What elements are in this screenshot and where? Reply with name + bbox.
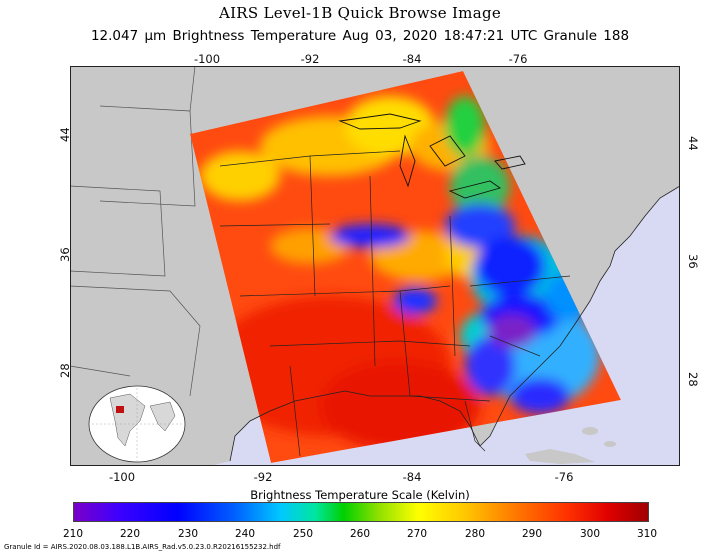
colorbar-tick: 230 <box>177 528 199 540</box>
image-subtitle: 12.047 μm Brightness Temperature Aug 03,… <box>90 28 630 44</box>
political-boundaries <box>219 150 571 457</box>
great-lakes <box>338 113 526 199</box>
colorbar-tick: 300 <box>579 528 601 540</box>
right-lat-tick: 36 <box>686 254 700 269</box>
airs-swath <box>190 71 621 463</box>
colorbar-tick: 280 <box>464 528 486 540</box>
inset-globe <box>88 385 186 463</box>
colorbar-tick: 270 <box>406 528 428 540</box>
colorbar-tick: 250 <box>292 528 314 540</box>
bahamas-island <box>604 441 616 447</box>
top-lon-tick: -84 <box>402 52 422 66</box>
colorbar-tick: 260 <box>349 528 371 540</box>
bottom-lon-tick: -76 <box>554 470 574 484</box>
colorbar-label: Brightness Temperature Scale (Kelvin) <box>250 488 470 502</box>
colorbar-tick: 220 <box>119 528 141 540</box>
brightness-temperature-colorbar <box>73 502 649 522</box>
cuba-island <box>525 449 595 464</box>
brightness-temperature-map <box>70 66 680 466</box>
bottom-lon-tick: -92 <box>253 470 273 484</box>
bottom-lon-tick: -100 <box>108 470 136 484</box>
right-lat-tick: 44 <box>686 136 700 151</box>
top-lon-tick: -76 <box>508 52 528 66</box>
image-title: AIRS Level-1B Quick Browse Image <box>218 4 502 22</box>
right-lat-tick: 28 <box>686 372 700 387</box>
top-lon-tick: -100 <box>193 52 221 66</box>
bottom-lon-tick: -84 <box>402 470 422 484</box>
colorbar-tick: 310 <box>636 528 658 540</box>
state-boundaries <box>70 66 201 397</box>
top-lon-tick: -92 <box>300 52 320 66</box>
bahamas-island <box>582 427 598 435</box>
colorbar-tick: 210 <box>62 528 84 540</box>
coastline <box>229 185 680 462</box>
map-panel <box>70 66 680 466</box>
colorbar-tick: 290 <box>521 528 543 540</box>
colorbar-tick: 240 <box>234 528 256 540</box>
granule-id: Granule Id = AIRS.2020.08.03.188.L1B.AIR… <box>4 543 281 551</box>
